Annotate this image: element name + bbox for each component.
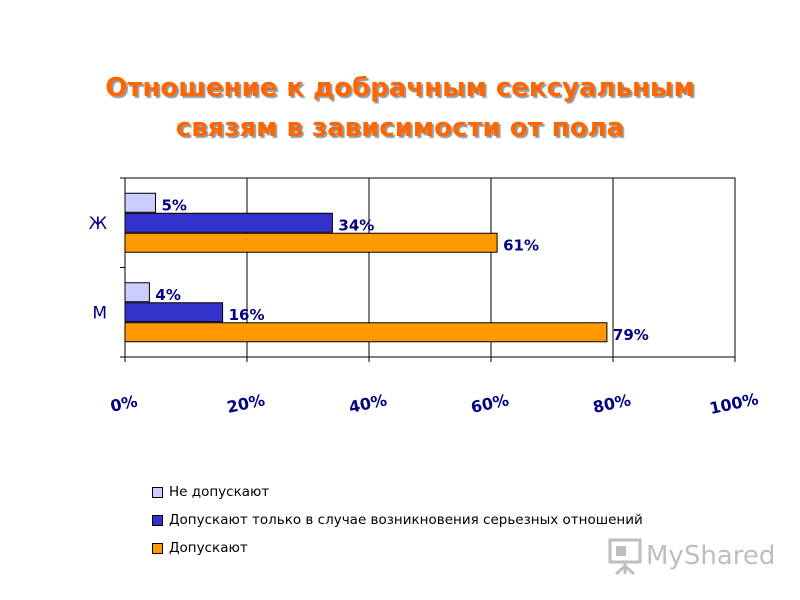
chart-title-line-1: Отношение к добрачным сексуальным <box>105 73 695 103</box>
data-label-Ж-0: 5% <box>162 196 187 214</box>
watermark-logo: MyShared <box>606 536 775 576</box>
chart-title-line-2: связям в зависимости от пола <box>175 113 625 143</box>
bar-М-0 <box>124 282 150 303</box>
bar-Ж-0 <box>124 192 156 213</box>
data-label-Ж-1: 34% <box>338 216 374 234</box>
legend-label-dopuskayut: Допускают <box>169 540 248 556</box>
legend-item-serious-relations: Допускают только в случае возникновения … <box>152 512 643 528</box>
legend-label-ne-dopuskayut: Не допускают <box>169 484 270 500</box>
bar-М-1 <box>124 302 224 323</box>
bar-М-2 <box>124 322 608 343</box>
legend-item-dopuskayut: Допускают <box>152 540 643 556</box>
data-label-М-2: 79% <box>613 326 649 344</box>
bar-Ж-2 <box>124 232 498 253</box>
chart-title: Отношение к добрачным сексуальным связям… <box>0 68 800 148</box>
data-label-М-1: 16% <box>229 306 265 324</box>
legend-swatch-serious-relations <box>152 514 163 526</box>
x-tick-label-20: 20% <box>225 390 266 417</box>
x-tick-label-40: 40% <box>347 390 388 417</box>
legend-swatch-dopuskayut <box>152 542 163 554</box>
watermark-text: MyShared <box>646 541 776 571</box>
bar-Ж-1 <box>124 212 333 233</box>
data-label-Ж-2: 61% <box>503 236 539 254</box>
data-label-М-0: 4% <box>155 286 180 304</box>
legend-item-ne-dopuskayut: Не допускают <box>152 484 643 500</box>
x-tick-label-60: 60% <box>469 390 510 417</box>
x-tick-label-100: 100% <box>708 389 760 418</box>
category-label-М: М <box>92 303 107 323</box>
legend-swatch-ne-dopuskayut <box>152 486 163 498</box>
chart-legend: Не допускают Допускают только в случае в… <box>152 484 643 568</box>
category-label-Ж: Ж <box>89 214 107 234</box>
legend-label-serious-relations: Допускают только в случае возникновения … <box>169 512 643 528</box>
x-tick-label-80: 80% <box>591 390 632 417</box>
x-tick-label-0: 0% <box>109 392 140 416</box>
presentation-board-icon <box>608 538 642 576</box>
